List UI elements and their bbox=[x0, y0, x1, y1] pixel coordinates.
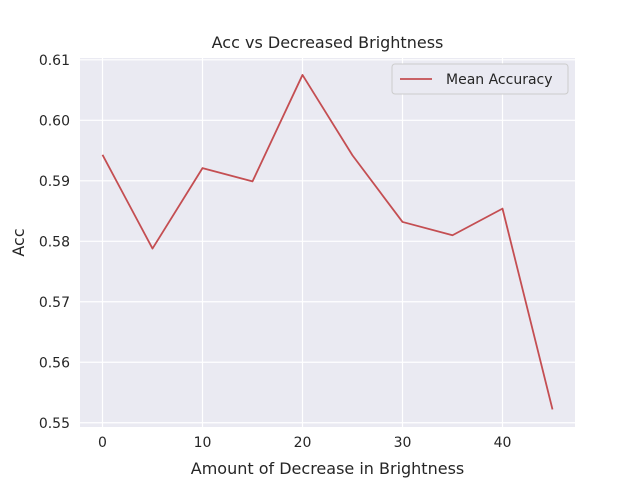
x-tick-label: 30 bbox=[394, 435, 412, 451]
legend-entry-label: Mean Accuracy bbox=[446, 72, 553, 88]
plot-background bbox=[80, 58, 575, 427]
x-tick-label: 10 bbox=[194, 435, 212, 451]
y-tick-label: 0.57 bbox=[39, 295, 70, 311]
series-layer bbox=[101, 74, 554, 410]
series-line-mean-accuracy bbox=[101, 74, 554, 410]
y-tick-label: 0.55 bbox=[39, 416, 70, 432]
y-tick-label: 0.59 bbox=[39, 174, 70, 190]
y-tick-label: 0.61 bbox=[39, 53, 70, 69]
x-tick-label: 0 bbox=[98, 435, 107, 451]
y-tick-labels: 0.55 0.56 0.57 0.58 0.59 0.60 0.61 bbox=[39, 53, 70, 432]
y-tick-label: 0.60 bbox=[39, 113, 70, 129]
y-tick-label: 0.58 bbox=[39, 234, 70, 250]
chart-title: Acc vs Decreased Brightness bbox=[212, 33, 444, 52]
x-tick-label: 40 bbox=[494, 435, 512, 451]
x-tick-labels: 0 10 20 30 40 bbox=[98, 435, 511, 451]
y-tick-label: 0.56 bbox=[39, 355, 70, 371]
grid bbox=[80, 58, 575, 427]
x-axis-label: Amount of Decrease in Brightness bbox=[191, 459, 464, 478]
legend: Mean Accuracy bbox=[391, 63, 569, 95]
legend-box bbox=[391, 63, 569, 95]
x-tick-label: 20 bbox=[294, 435, 312, 451]
y-axis-label: Acc bbox=[9, 228, 28, 256]
